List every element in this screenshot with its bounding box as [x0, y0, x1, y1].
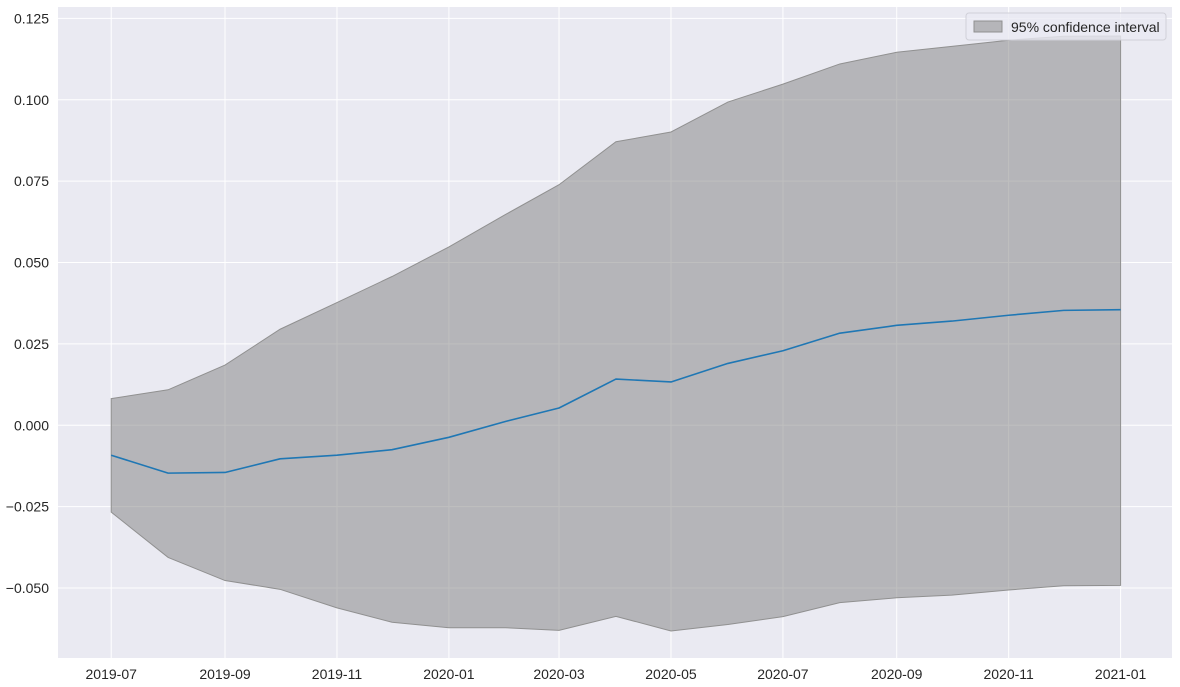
legend-label: 95% confidence interval [1011, 19, 1160, 35]
legend-swatch [973, 20, 1003, 33]
y-tick-label: 0.100 [14, 92, 49, 108]
y-tick-label: 0.050 [14, 255, 49, 271]
y-tick-label: 0.000 [14, 417, 49, 433]
y-tick-label: −0.025 [6, 499, 49, 515]
confidence-band [110, 35, 1122, 632]
x-tick-label: 2020-03 [533, 666, 585, 682]
x-tick-label: 2020-11 [983, 666, 1034, 682]
x-tick-label: 2019-07 [86, 666, 138, 682]
x-tick-label: 2019-09 [199, 666, 251, 682]
tick-labels: 2019-07 2019-09 2019-11 2020-01 2020-03 2020-… [6, 10, 1147, 682]
y-tick-label: 0.075 [14, 173, 49, 189]
legend-box [965, 12, 1167, 41]
x-tick-label: 2020-07 [757, 666, 809, 682]
y-tick-label: 0.025 [14, 336, 49, 352]
x-tick-label: 2020-01 [423, 666, 475, 682]
x-tick-label: 2019-11 [312, 666, 363, 682]
x-tick-label: 2020-05 [645, 666, 697, 682]
x-tick-label: 2021-01 [1095, 666, 1147, 682]
legend: 95% confidence interval [965, 12, 1167, 41]
y-tick-label: 0.125 [14, 10, 49, 26]
series-layer [110, 35, 1122, 632]
y-tick-label: −0.050 [6, 580, 49, 596]
x-tick-label: 2020-09 [871, 666, 923, 682]
